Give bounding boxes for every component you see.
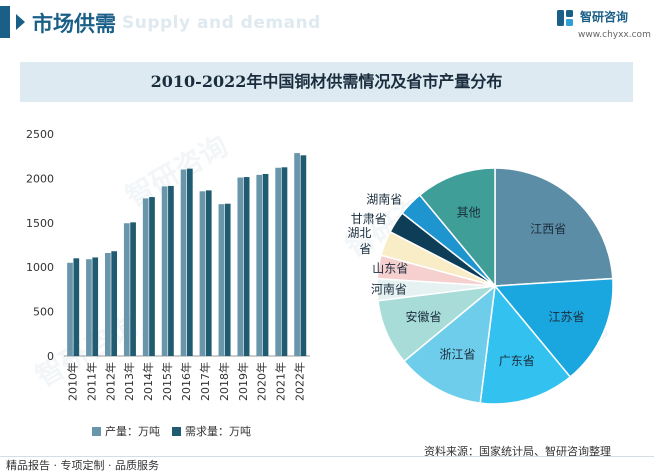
x-tick-label: 2012年 <box>103 362 117 401</box>
pie-slice-label: 安徽省 <box>406 309 442 324</box>
y-tick-label: 1500 <box>26 217 54 230</box>
x-tick-label: 2014年 <box>141 362 155 401</box>
bar-demand <box>224 203 231 356</box>
legend-swatch-demand <box>172 426 181 436</box>
header-accent-bar <box>0 6 10 38</box>
bar-production <box>86 259 92 356</box>
pie-slice-label: 浙江省 <box>439 347 475 361</box>
pie-slice-label: 山东省 <box>372 262 408 276</box>
bar-demand <box>130 222 136 356</box>
bar-demand <box>281 167 288 356</box>
bar-production <box>161 186 168 356</box>
chevron-right-icon <box>16 14 25 30</box>
x-tick-label: 2018年 <box>217 362 231 401</box>
x-tick-label: 2019年 <box>236 362 250 401</box>
x-tick-label: 2017年 <box>198 362 212 401</box>
pie-slice <box>418 167 496 289</box>
x-tick-label: 2013年 <box>122 362 136 401</box>
bar-production <box>67 262 73 356</box>
legend-label-production: 产量：万吨 <box>105 425 160 438</box>
pie-slice-label: 河南省 <box>371 281 407 296</box>
pie-slice-label: 湖北 <box>347 225 371 240</box>
y-tick-label: 2000 <box>26 172 54 185</box>
x-tick-label: 2021年 <box>274 362 288 401</box>
bar-production <box>256 174 263 356</box>
bar-legend: 产量：万吨 需求量：万吨 <box>92 423 251 439</box>
bar-production <box>237 177 244 356</box>
bar-production <box>294 153 300 356</box>
bar-production <box>218 204 225 356</box>
bar-production <box>275 167 282 356</box>
pie-slice <box>494 167 614 287</box>
chart-title-band: 2010-2022年中国铜材供需情况及省市产量分布 <box>20 62 633 102</box>
logo-name: 智研咨询 <box>580 10 629 24</box>
logo-url: www.chyxx.com <box>578 30 651 40</box>
bar-production <box>105 252 111 356</box>
footer: 精品报告 · 专项定制 · 品质服务 <box>0 456 654 474</box>
pie-slice-label: 湖南省 <box>366 191 402 206</box>
pie-slice <box>403 284 496 404</box>
bar-production <box>199 191 206 356</box>
pie-slice-label: 广东省 <box>499 354 535 368</box>
footer-divider <box>0 456 654 457</box>
y-tick-label: 1000 <box>26 261 54 274</box>
chart-title: 2010-2022年中国铜材供需情况及省市产量分布 <box>150 72 503 91</box>
legend-swatch-production <box>92 426 101 436</box>
bar-demand <box>262 173 269 356</box>
legend-item-production: 产量：万吨 <box>92 423 160 439</box>
bar-demand <box>168 185 174 356</box>
pie-slice-label: 省 <box>359 242 371 256</box>
x-tick-label: 2020年 <box>255 362 269 401</box>
y-tick-label: 500 <box>33 306 54 319</box>
x-tick-label: 2011年 <box>84 362 98 401</box>
bar-demand <box>205 190 212 356</box>
bar-production <box>180 169 187 356</box>
bar-chart: 0 500 1000 1500 2000 2500 2010年 2011年 2012年 2013年… <box>26 128 310 401</box>
x-tick-label: 2022年 <box>293 362 307 401</box>
footer-text: 精品报告 · 专项定制 · 品质服务 <box>6 459 159 472</box>
legend-label-demand: 需求量：万吨 <box>185 425 251 438</box>
pie-slice-label: 其他 <box>457 206 481 220</box>
pie-slice-label: 江苏省 <box>548 310 584 324</box>
bar-production <box>123 223 130 356</box>
x-tick-label: 2010年 <box>65 362 79 401</box>
y-tick-label: 0 <box>47 350 54 363</box>
bar-demand <box>187 168 193 356</box>
logo-icon <box>557 10 573 26</box>
header: 市场供需 Supply and demand 智研咨询 www.chyxx.co… <box>0 0 654 48</box>
section-title: 市场供需 <box>32 12 116 36</box>
pie-slice <box>493 277 614 378</box>
legend-item-demand: 需求量：万吨 <box>172 423 251 439</box>
pie-slice-label: 甘肃省 <box>351 212 387 226</box>
bar-demand <box>111 251 118 356</box>
bar-demand <box>243 177 250 356</box>
bar-demand <box>149 197 155 356</box>
data-source: 资料来源：国家统计局、智研咨询整理 <box>424 445 611 458</box>
x-tick-label: 2016年 <box>179 362 193 401</box>
bar-demand <box>73 258 80 356</box>
bar-production <box>142 198 149 356</box>
x-tick-label: 2015年 <box>160 362 174 401</box>
bar-demand <box>92 257 99 356</box>
pie-slice-label: 江西省 <box>530 222 566 236</box>
pie-slice <box>479 284 572 405</box>
bar-demand <box>300 155 307 356</box>
section-ghost-text: Supply and demand <box>122 13 321 33</box>
y-tick-label: 2500 <box>26 128 54 141</box>
